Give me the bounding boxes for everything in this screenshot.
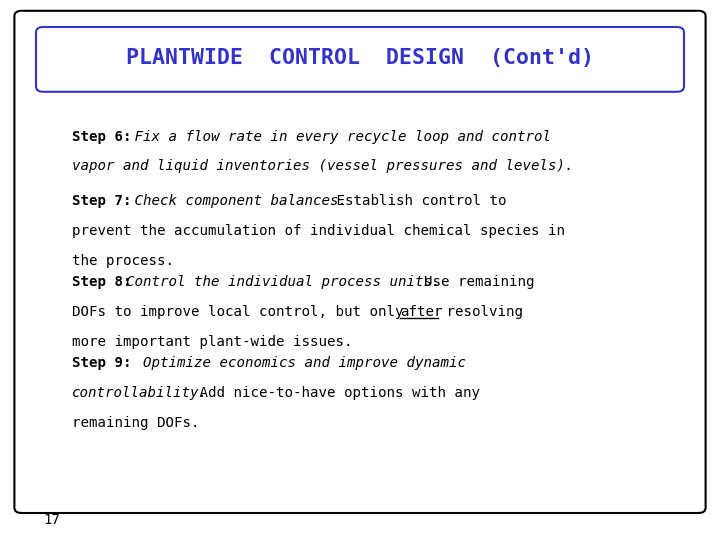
- Text: Step 8:: Step 8:: [72, 275, 132, 289]
- Text: Optimize economics and improve dynamic: Optimize economics and improve dynamic: [126, 356, 466, 370]
- FancyBboxPatch shape: [14, 11, 706, 513]
- Text: remaining DOFs.: remaining DOFs.: [72, 416, 199, 430]
- Text: Step 9:: Step 9:: [72, 356, 132, 370]
- Text: Use remaining: Use remaining: [407, 275, 534, 289]
- Text: Control the individual process units.: Control the individual process units.: [126, 275, 441, 289]
- Text: vapor and liquid inventories (vessel pressures and levels).: vapor and liquid inventories (vessel pre…: [72, 159, 574, 173]
- Text: controllability.: controllability.: [72, 386, 208, 400]
- Text: Step 6:: Step 6:: [72, 130, 132, 144]
- Text: 17: 17: [43, 512, 60, 526]
- Text: more important plant-wide issues.: more important plant-wide issues.: [72, 335, 353, 349]
- Text: resolving: resolving: [438, 305, 523, 319]
- Text: DOFs to improve local control, but only: DOFs to improve local control, but only: [72, 305, 412, 319]
- FancyBboxPatch shape: [36, 27, 684, 92]
- Text: after: after: [400, 305, 443, 319]
- Text: Check component balances.: Check component balances.: [126, 194, 347, 208]
- Text: Fix a flow rate in every recycle loop and control: Fix a flow rate in every recycle loop an…: [126, 130, 551, 144]
- Text: Add nice-to-have options with any: Add nice-to-have options with any: [191, 386, 480, 400]
- Text: Step 7:: Step 7:: [72, 194, 132, 208]
- Text: PLANTWIDE  CONTROL  DESIGN  (Cont'd): PLANTWIDE CONTROL DESIGN (Cont'd): [126, 48, 594, 69]
- Text: the process.: the process.: [72, 254, 174, 268]
- Text: Establish control to: Establish control to: [328, 194, 506, 208]
- Text: prevent the accumulation of individual chemical species in: prevent the accumulation of individual c…: [72, 224, 565, 238]
